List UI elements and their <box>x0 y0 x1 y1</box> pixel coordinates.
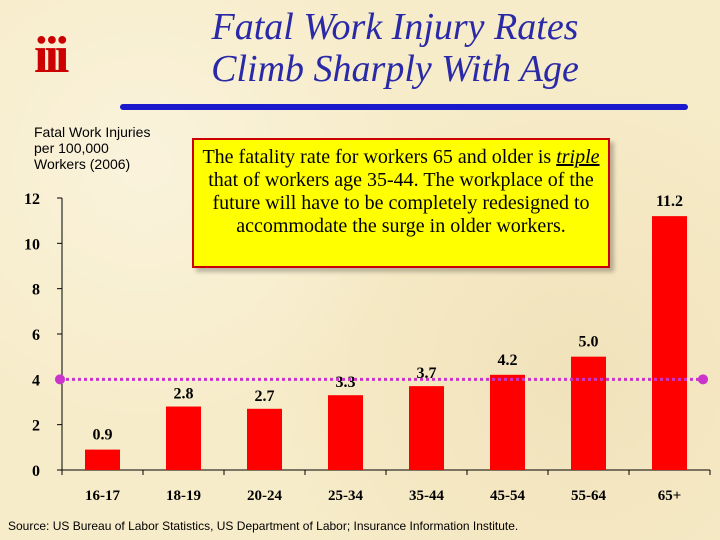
x-category-label-55-64: 55-64 <box>571 488 606 504</box>
y-axis-label-line-3: Workers (2006) <box>34 156 131 172</box>
x-category-label-45-54: 45-54 <box>490 488 525 504</box>
callout-box: The fatality rate for workers 65 and old… <box>192 138 610 268</box>
callout-text-part-2: that of workers age 35-44. The workplace… <box>208 169 594 237</box>
x-category-label-25-34: 25-34 <box>328 488 363 504</box>
data-label-20-24: 2.7 <box>255 388 275 405</box>
title-underline-rule <box>120 104 688 110</box>
data-label-16-17: 0.9 <box>93 427 113 444</box>
callout-text-part-1: The fatality rate for workers 65 and old… <box>202 146 557 168</box>
reference-line-left-endpoint <box>55 374 65 385</box>
bar-45-54 <box>490 374 525 470</box>
y-tick-label: 6 <box>32 327 40 344</box>
y-tick-label: 8 <box>32 282 40 299</box>
title-line-2: Climb Sharply With Age <box>211 48 579 90</box>
y-tick-label: 2 <box>32 418 40 435</box>
callout-emphasis-triple: triple <box>556 146 600 168</box>
bar-65+ <box>652 216 687 470</box>
iii-logo: iii <box>34 27 69 84</box>
x-category-label-16-17: 16-17 <box>85 488 120 504</box>
data-label-18-19: 2.8 <box>174 386 194 403</box>
bar-18-19 <box>166 406 201 470</box>
source-note: Source: US Bureau of Labor Statistics, U… <box>8 519 519 533</box>
bar-16-17 <box>85 449 120 470</box>
data-label-65+: 11.2 <box>656 193 683 210</box>
x-category-label-18-19: 18-19 <box>166 488 201 504</box>
title-line-1: Fatal Work Injury Rates <box>211 6 579 48</box>
y-tick-label: 4 <box>32 372 40 389</box>
y-axis-label-line-2: per 100,000 <box>34 140 109 156</box>
data-label-55-64: 5.0 <box>579 334 599 351</box>
page-title: Fatal Work Injury Rates Climb Sharply Wi… <box>150 6 640 90</box>
bar-25-34 <box>328 395 363 470</box>
y-axis-label: Fatal Work Injuries per 100,000 Workers … <box>34 124 164 172</box>
bar-20-24 <box>247 408 282 470</box>
x-category-label-20-24: 20-24 <box>247 488 282 504</box>
data-label-45-54: 4.2 <box>498 352 518 369</box>
reference-line-right-endpoint <box>698 374 708 385</box>
bar-35-44 <box>409 386 444 470</box>
data-label-25-34: 3.3 <box>336 374 356 391</box>
x-category-label-35-44: 35-44 <box>409 488 444 504</box>
y-tick-label: 0 <box>32 463 40 480</box>
y-tick-label: 12 <box>24 191 40 208</box>
y-axis-label-line-1: Fatal Work Injuries <box>34 124 151 140</box>
y-tick-label: 10 <box>24 236 40 253</box>
bar-55-64 <box>571 356 606 470</box>
x-category-label-65+: 65+ <box>658 488 682 504</box>
